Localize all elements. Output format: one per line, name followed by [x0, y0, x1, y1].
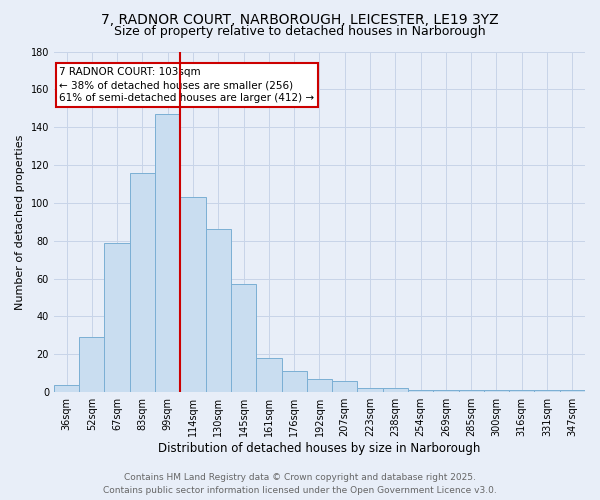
- X-axis label: Distribution of detached houses by size in Narborough: Distribution of detached houses by size …: [158, 442, 481, 455]
- Bar: [509, 390, 535, 392]
- Text: Size of property relative to detached houses in Narborough: Size of property relative to detached ho…: [114, 25, 486, 38]
- Bar: [383, 388, 408, 392]
- Bar: [54, 384, 79, 392]
- Y-axis label: Number of detached properties: Number of detached properties: [15, 134, 25, 310]
- Bar: [307, 379, 332, 392]
- Bar: [256, 358, 281, 392]
- Bar: [408, 390, 433, 392]
- Bar: [458, 390, 484, 392]
- Bar: [231, 284, 256, 392]
- Bar: [560, 390, 585, 392]
- Bar: [484, 390, 509, 392]
- Text: 7 RADNOR COURT: 103sqm
← 38% of detached houses are smaller (256)
61% of semi-de: 7 RADNOR COURT: 103sqm ← 38% of detached…: [59, 67, 314, 103]
- Bar: [281, 372, 307, 392]
- Text: Contains HM Land Registry data © Crown copyright and database right 2025.
Contai: Contains HM Land Registry data © Crown c…: [103, 474, 497, 495]
- Bar: [130, 172, 155, 392]
- Bar: [206, 230, 231, 392]
- Bar: [155, 114, 181, 392]
- Bar: [181, 197, 206, 392]
- Bar: [104, 242, 130, 392]
- Bar: [332, 381, 358, 392]
- Bar: [79, 338, 104, 392]
- Bar: [535, 390, 560, 392]
- Text: 7, RADNOR COURT, NARBOROUGH, LEICESTER, LE19 3YZ: 7, RADNOR COURT, NARBOROUGH, LEICESTER, …: [101, 12, 499, 26]
- Bar: [433, 390, 458, 392]
- Bar: [358, 388, 383, 392]
